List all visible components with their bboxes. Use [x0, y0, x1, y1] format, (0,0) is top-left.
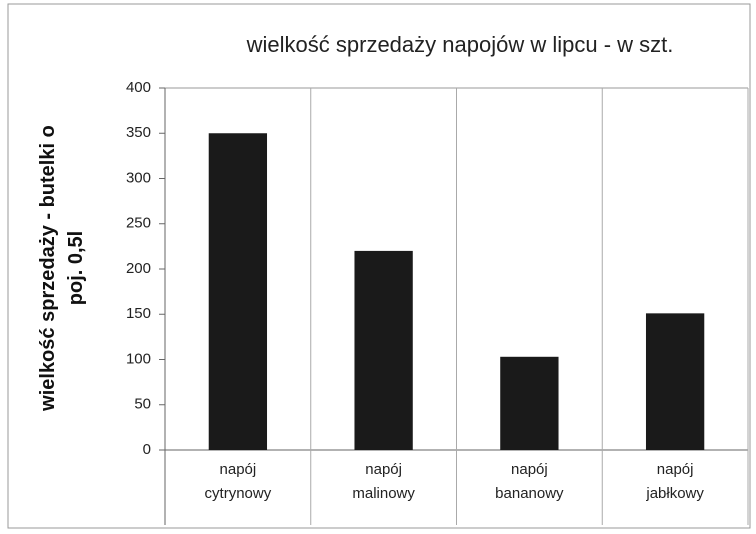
y-tick-label: 350: [126, 124, 151, 141]
x-tick-label: napój jabłkowy: [646, 461, 704, 502]
bar: [354, 250, 413, 450]
y-axis-label: wielkość sprzedaży - butelki o poj. 0,5l: [37, 125, 87, 411]
y-tick-label: 200: [126, 260, 151, 277]
x-tick-label: napój malinowy: [352, 461, 415, 502]
y-tick-label: 150: [126, 305, 151, 322]
y-tick-label: 50: [134, 396, 151, 413]
y-tick-label: 250: [126, 215, 151, 232]
x-tick-label: napój bananowy: [495, 461, 564, 502]
y-tick-label: 400: [126, 79, 151, 96]
x-tick-label: napój cytrynowy: [204, 461, 272, 502]
y-tick-label: 100: [126, 350, 151, 367]
bar: [208, 133, 268, 450]
bar: [645, 313, 705, 450]
y-tick-label: 0: [143, 441, 151, 458]
chart-title: wielkość sprzedaży napojów w lipcu - w s…: [246, 32, 674, 57]
bar: [500, 356, 559, 450]
y-tick-label: 300: [126, 169, 151, 186]
chart-border: [7, 3, 751, 529]
